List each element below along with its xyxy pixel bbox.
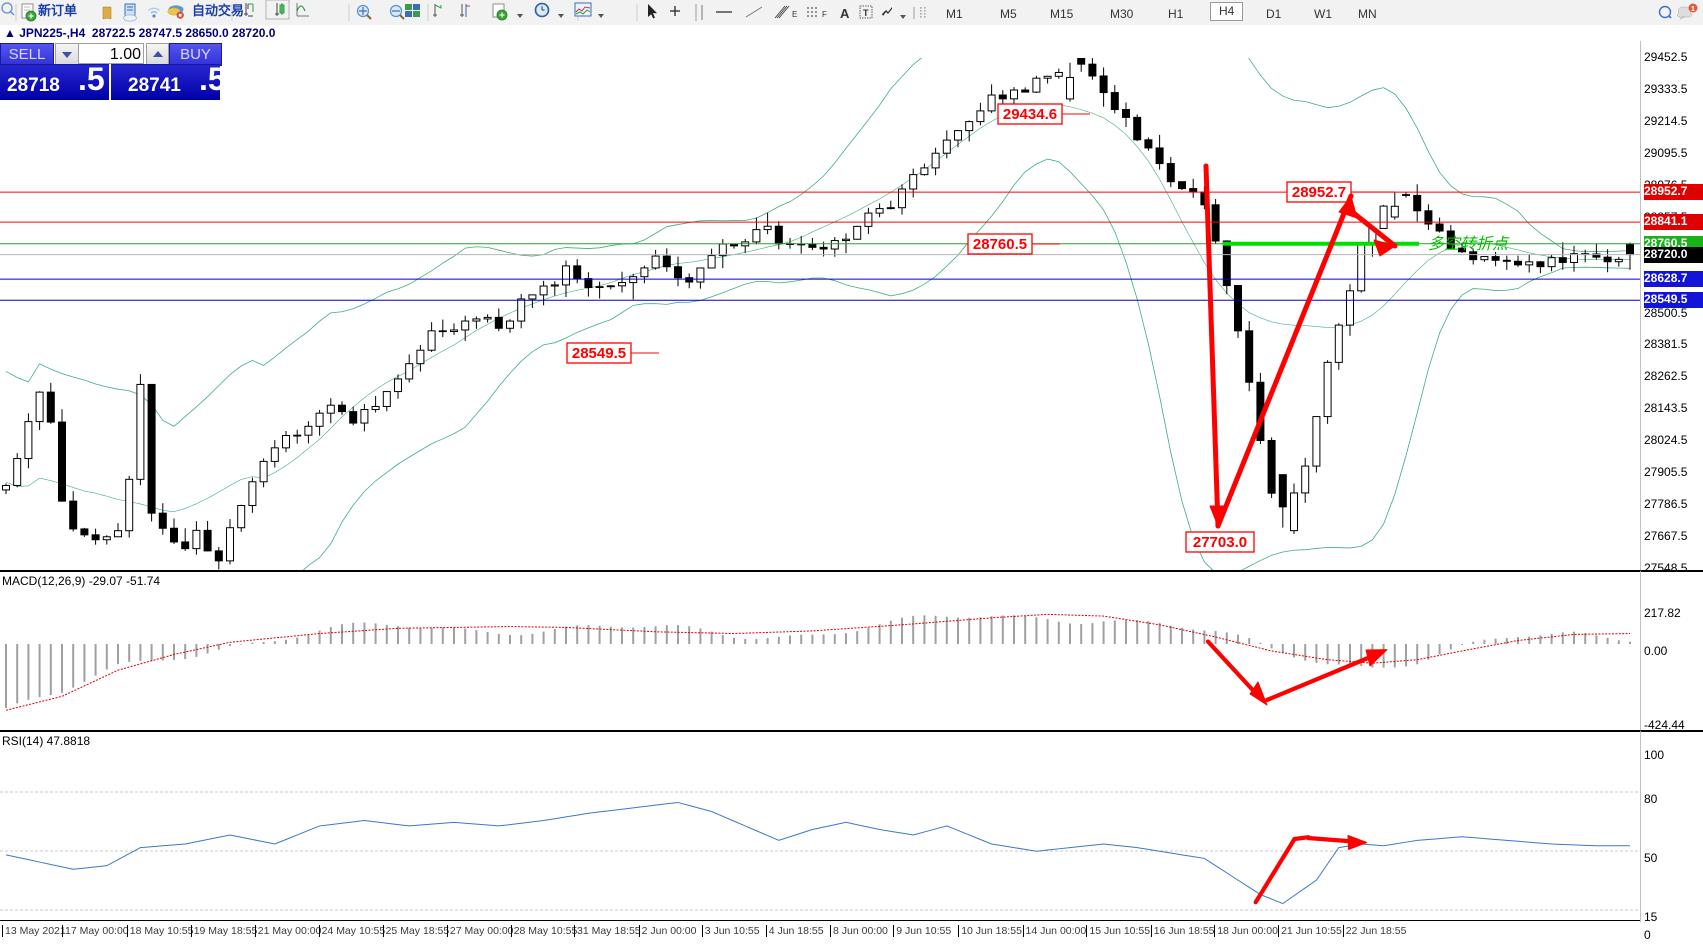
svg-text:新订单: 新订单 (38, 3, 77, 18)
svg-text:自动交易: 自动交易 (192, 3, 244, 18)
svg-text:1: 1 (1691, 6, 1695, 13)
